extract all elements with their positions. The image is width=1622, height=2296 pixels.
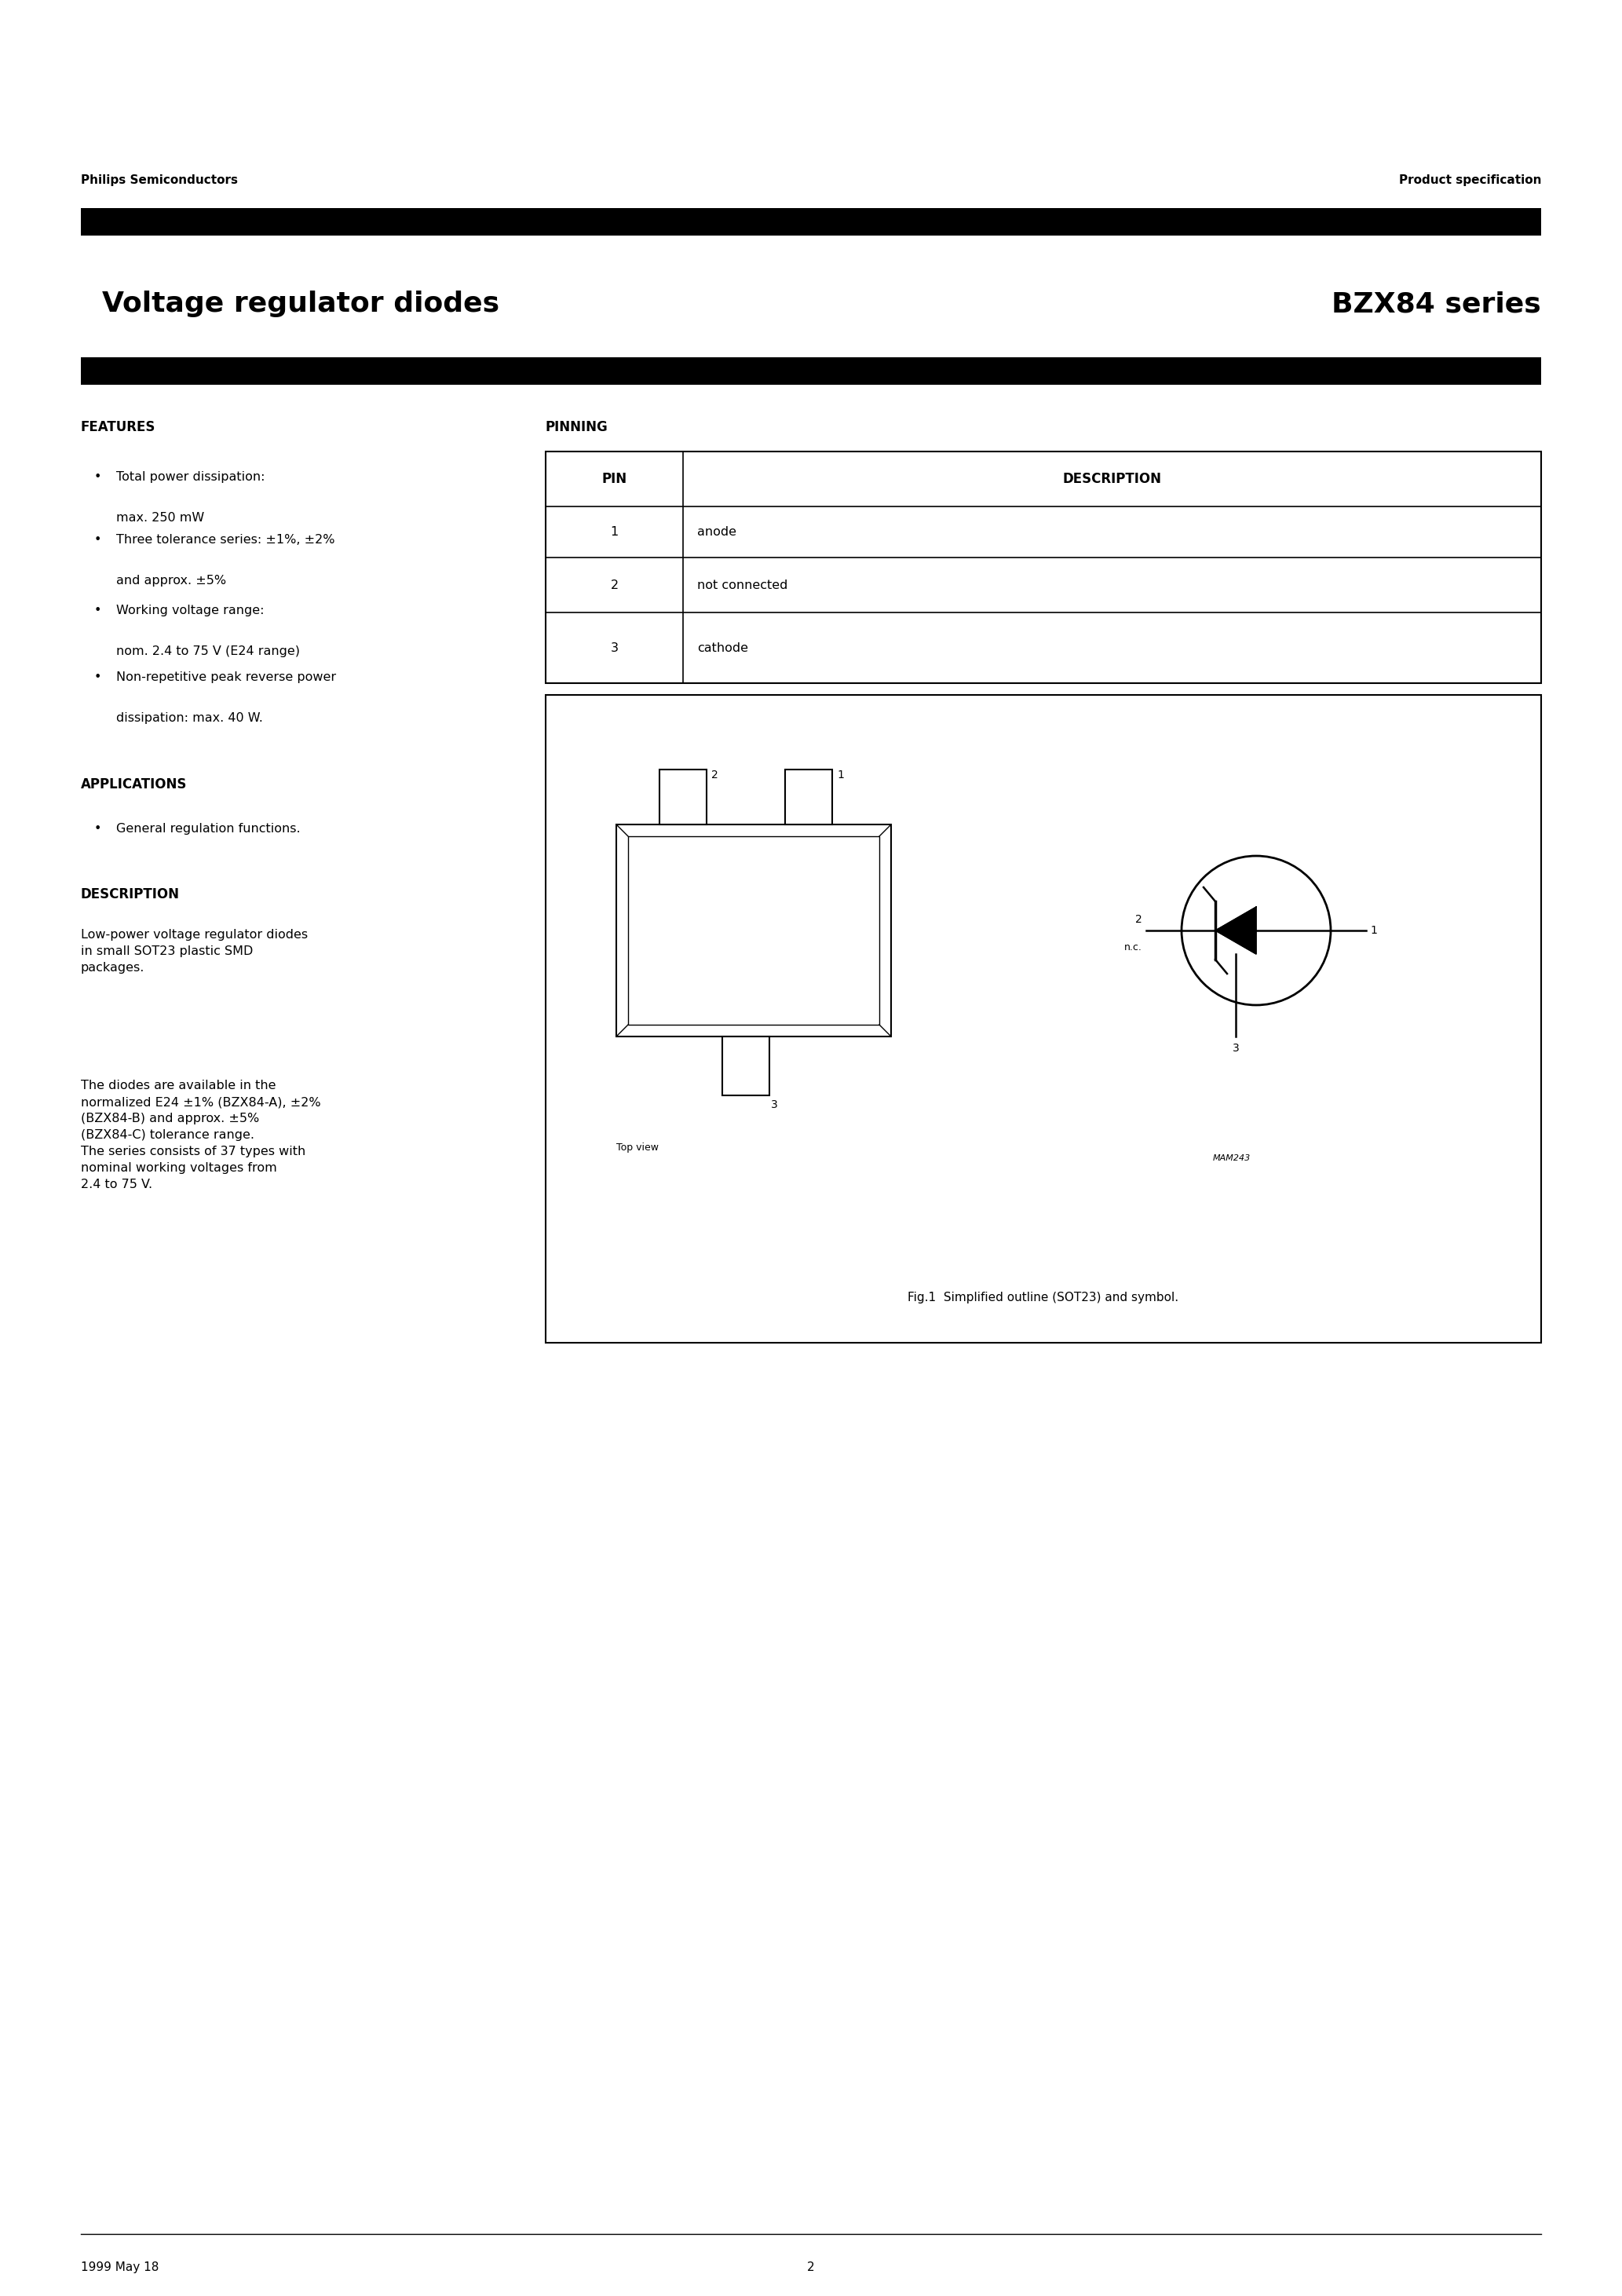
Text: PINNING: PINNING [545,420,608,434]
Text: Philips Semiconductors: Philips Semiconductors [81,174,238,186]
Text: 3: 3 [1233,1042,1239,1054]
Text: 2: 2 [1135,914,1142,925]
Text: not connected: not connected [697,579,788,590]
Text: 1: 1 [1371,925,1377,937]
Text: General regulation functions.: General regulation functions. [117,822,300,836]
Text: •: • [94,535,102,546]
Bar [660,769,707,824]
Text: 2: 2 [712,769,719,781]
Text: 1: 1 [610,526,618,537]
Bar [616,824,890,1035]
Text: Three tolerance series: ±1%, ±2%: Three tolerance series: ±1%, ±2% [117,535,334,546]
Text: 2: 2 [808,2262,814,2273]
Text: Fig.1  Simplified outline (SOT23) and symbol.: Fig.1 Simplified outline (SOT23) and sym… [908,1293,1179,1304]
Text: BZX84 series: BZX84 series [1332,292,1541,317]
Text: Product specification: Product specification [1398,174,1541,186]
Text: •: • [94,471,102,482]
Text: n.c.: n.c. [1124,941,1142,953]
Text: The diodes are available in the
normalized E24 ±1% (BZX84-A), ±2%
(BZX84-B) and : The diodes are available in the normaliz… [81,1079,321,1189]
Text: 3: 3 [770,1100,779,1111]
Bar [628,836,879,1024]
Bar [81,209,1541,236]
Text: max. 250 mW: max. 250 mW [117,512,204,523]
Text: 2: 2 [610,579,618,590]
Text: 3: 3 [610,643,618,654]
Text: Top view: Top view [616,1143,659,1153]
Text: cathode: cathode [697,643,748,654]
Bar [545,696,1541,1343]
Bar [545,452,1541,684]
Text: and approx. ±5%: and approx. ±5% [117,574,225,585]
Text: •: • [94,822,102,836]
Bar [785,769,832,824]
Text: Non-repetitive peak reverse power: Non-repetitive peak reverse power [117,670,336,684]
Text: Total power dissipation:: Total power dissipation: [117,471,264,482]
Text: APPLICATIONS: APPLICATIONS [81,778,187,792]
Polygon shape [1215,907,1255,955]
Text: nom. 2.4 to 75 V (E24 range): nom. 2.4 to 75 V (E24 range) [117,645,300,657]
Bar [81,358,1541,386]
Text: •: • [94,670,102,684]
Text: dissipation: max. 40 W.: dissipation: max. 40 W. [117,712,263,723]
Text: Working voltage range:: Working voltage range: [117,604,264,615]
Text: MAM243: MAM243 [1213,1155,1251,1162]
Text: 1999 May 18: 1999 May 18 [81,2262,159,2273]
Text: DESCRIPTION: DESCRIPTION [1062,473,1161,487]
Bar [722,1035,769,1095]
Text: PIN: PIN [602,473,628,487]
Text: anode: anode [697,526,736,537]
Text: FEATURES: FEATURES [81,420,156,434]
Text: •: • [94,604,102,615]
Text: DESCRIPTION: DESCRIPTION [81,886,180,902]
Text: Voltage regulator diodes: Voltage regulator diodes [102,292,500,317]
Text: Low-power voltage regulator diodes
in small SOT23 plastic SMD
packages.: Low-power voltage regulator diodes in sm… [81,930,308,974]
Text: 1: 1 [837,769,843,781]
